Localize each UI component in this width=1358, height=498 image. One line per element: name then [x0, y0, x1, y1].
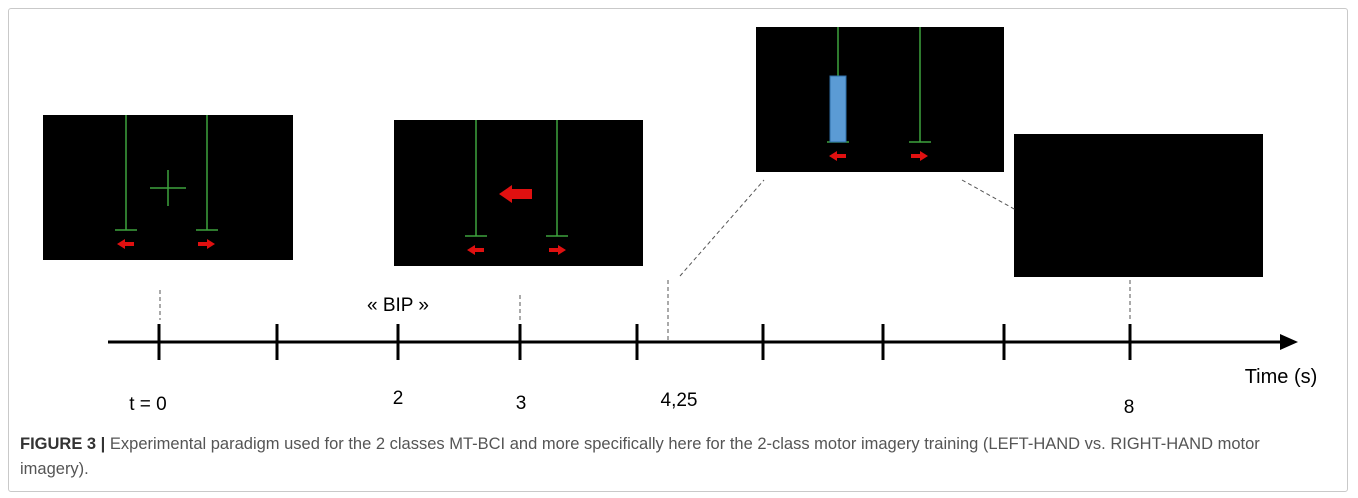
right-arrow-icon [549, 245, 566, 255]
caption-text: Experimental paradigm used for the 2 cla… [20, 435, 1260, 478]
right-arrow-icon [198, 239, 215, 249]
left-arrow-icon [467, 245, 484, 255]
tick-label-t8: 8 [1124, 397, 1135, 418]
screen-blank [1014, 134, 1263, 277]
left-arrow-icon [829, 151, 846, 161]
tick-label-t425: 4,25 [661, 390, 698, 411]
screen-cue [394, 120, 643, 266]
figure-caption: FIGURE 3 | Experimental paradigm used fo… [20, 432, 1330, 482]
paradigm-diagram: « BIP » t = 0 2 3 4,25 8 Time (s) [43, 27, 1318, 418]
cue-left-arrow-icon [499, 185, 532, 203]
right-arrow-icon [911, 151, 928, 161]
tick-label-t3: 3 [516, 393, 527, 414]
tick-label-t0: t = 0 [129, 394, 167, 415]
left-arrow-icon [117, 239, 134, 249]
caption-label: FIGURE 3 | [20, 435, 106, 453]
time-axis [108, 324, 1298, 360]
dashed-connectors [159, 179, 1131, 340]
feedback-bar [829, 75, 847, 143]
figure-frame [8, 8, 1348, 492]
screen-fixation [43, 115, 293, 260]
screen-feedback [756, 27, 1004, 172]
bip-label: « BIP » [367, 295, 429, 316]
axis-label: Time (s) [1245, 366, 1318, 388]
axis-arrowhead-icon [1280, 334, 1298, 350]
fixation-cross-icon [150, 170, 186, 206]
tick-label-t2: 2 [393, 388, 404, 409]
